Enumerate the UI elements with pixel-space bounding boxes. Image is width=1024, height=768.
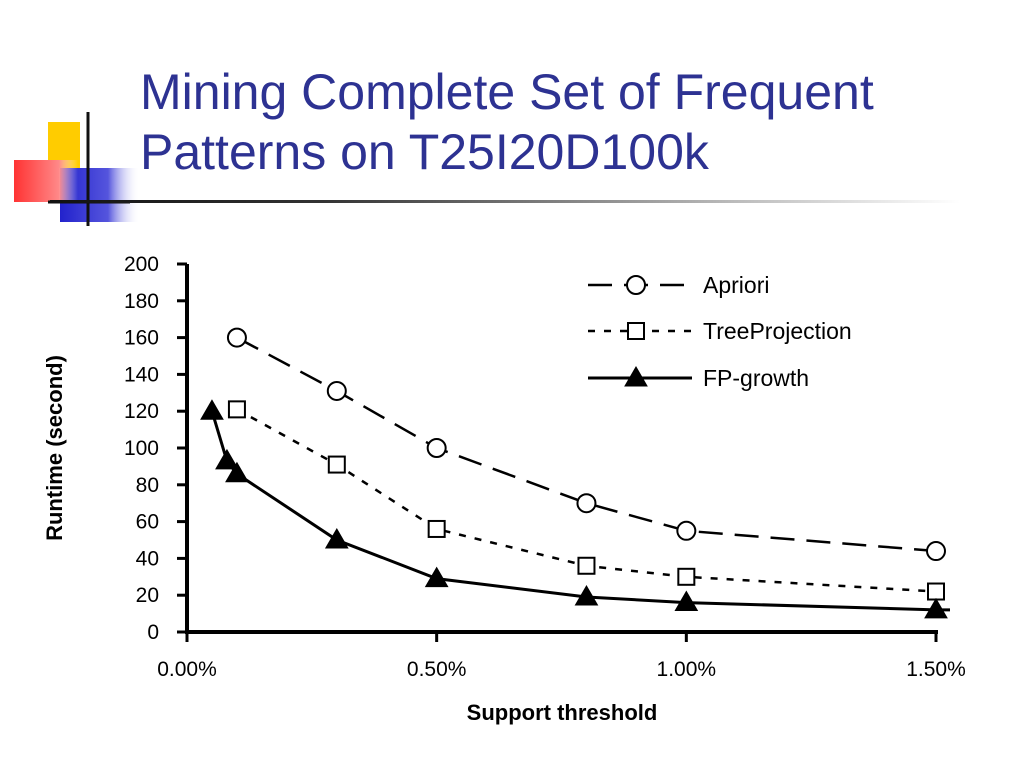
data-point-circle: [426, 438, 447, 458]
title-line-1: Mining Complete Set of Frequent: [140, 64, 874, 120]
data-point-circle: [676, 520, 697, 541]
legend-item: Apriori: [588, 272, 769, 298]
legend: Apriori TreeProjection FP-growth: [588, 272, 852, 391]
y-tick-label: 0: [147, 621, 159, 644]
data-point-triangle: [324, 528, 349, 549]
legend-marker: [627, 322, 645, 340]
data-point-square: [327, 455, 346, 474]
legend-marker: [624, 366, 648, 387]
data-point-circle: [226, 327, 247, 348]
y-tick-label: 160: [124, 327, 159, 350]
legend-item: TreeProjection: [588, 318, 852, 344]
y-tick-label: 40: [136, 547, 159, 570]
data-point-square: [427, 519, 446, 538]
data-point-triangle: [424, 566, 449, 588]
data-point-square: [927, 582, 945, 601]
page-title: Mining Complete Set of Frequent Patterns…: [140, 62, 1000, 182]
deco-red-bar: [14, 160, 78, 202]
data-point-circle: [926, 541, 946, 562]
title-underline: [50, 200, 960, 203]
series-layer: [200, 327, 950, 619]
data-point-triangle: [924, 597, 948, 619]
data-point-square: [227, 400, 246, 419]
y-tick-label: 200: [124, 253, 159, 276]
data-point-triangle: [225, 461, 249, 483]
series-line: [236, 336, 937, 553]
legend-marker: [626, 275, 646, 295]
data-point-triangle: [200, 399, 224, 420]
legend-item: FP-growth: [588, 365, 809, 391]
y-tick-label: 140: [124, 363, 159, 386]
data-point-square: [577, 556, 596, 575]
legend-label: Apriori: [703, 272, 769, 298]
y-tick-label: 180: [124, 290, 159, 313]
y-axis-label: Runtime (second): [42, 355, 67, 541]
data-point-triangle: [215, 448, 239, 470]
data-point-circle: [326, 380, 347, 401]
x-tick-label: 1.00%: [657, 658, 717, 681]
legend-label: FP-growth: [703, 365, 809, 391]
data-point-triangle: [574, 585, 599, 606]
series-treeprojection: [227, 400, 945, 601]
y-tick-label: 20: [136, 584, 159, 607]
y-tick-label: 100: [124, 437, 159, 460]
legend-label: TreeProjection: [703, 318, 852, 344]
x-tick-label: 0.50%: [407, 658, 467, 681]
series-apriori: [226, 327, 946, 562]
x-tick-label: 0.00%: [157, 658, 217, 681]
y-tick-label: 60: [136, 511, 159, 534]
title-line-2: Patterns on T25I20D100k: [140, 124, 709, 180]
series-line: [236, 408, 937, 593]
axes-layer: 0 20 40 60 80 100 120 140 160 180 200 0.00% 0.50% 1.0…: [124, 253, 966, 681]
x-axis-label: Support threshold: [467, 700, 658, 725]
data-point-circle: [576, 493, 597, 514]
data-point-square: [677, 567, 696, 586]
x-tick-label: 1.50%: [906, 658, 966, 681]
series-fp-growth: [200, 399, 950, 619]
y-tick-label: 120: [124, 400, 159, 423]
data-point-triangle: [674, 590, 699, 612]
y-tick-label: 80: [136, 474, 159, 497]
